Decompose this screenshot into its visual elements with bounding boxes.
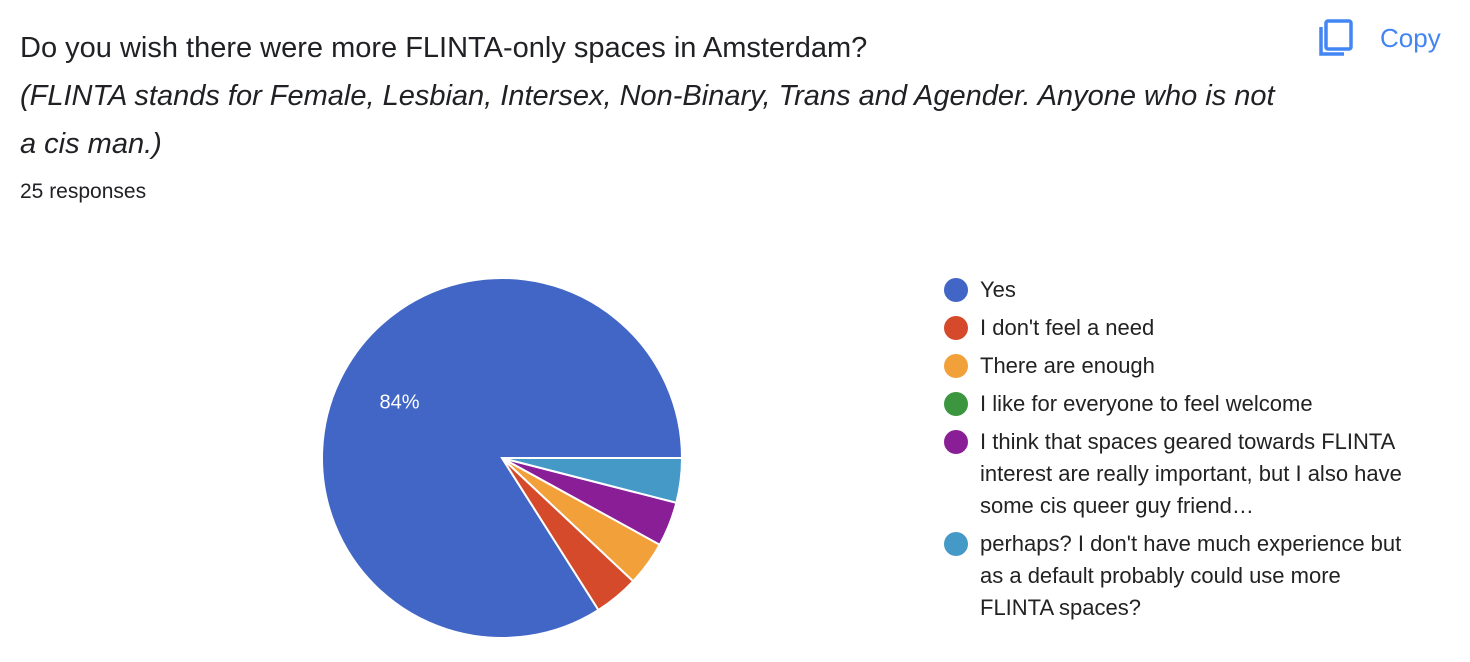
question-text: Do you wish there were more FLINTA-only …	[20, 24, 1280, 168]
legend-item-3[interactable]: I like for everyone to feel welcome	[944, 388, 1424, 420]
legend-item-4[interactable]: I think that spaces geared towards FLINT…	[944, 426, 1424, 522]
legend-swatch-0	[944, 278, 968, 302]
legend-item-5[interactable]: perhaps? I don't have much experience bu…	[944, 528, 1424, 624]
pie-chart: 84%	[321, 277, 684, 639]
pie-slice-5[interactable]	[501, 457, 684, 504]
legend-swatch-4	[944, 430, 968, 454]
legend-item-0[interactable]: Yes	[944, 274, 1424, 306]
question-title: Do you wish there were more FLINTA-only …	[20, 32, 868, 64]
legend-swatch-3	[944, 392, 968, 416]
legend-item-2[interactable]: There are enough	[944, 350, 1424, 382]
pie-slice-0[interactable]	[321, 277, 684, 639]
question-description: (FLINTA stands for Female, Lesbian, Inte…	[20, 80, 1275, 160]
legend-swatch-5	[944, 532, 968, 556]
chart-legend: Yes I don't feel a need There are enough I …	[944, 274, 1424, 630]
response-count: 25 responses	[20, 180, 147, 203]
copy-label: Copy	[1380, 22, 1441, 53]
legend-label-3: I like for everyone to feel welcome	[980, 391, 1313, 416]
legend-label-2: There are enough	[980, 353, 1155, 378]
legend-label-4: I think that spaces geared towards FLINT…	[980, 429, 1402, 518]
legend-swatch-1	[944, 316, 968, 340]
copy-button[interactable]: Copy	[1316, 14, 1441, 62]
legend-label-0: Yes	[980, 277, 1016, 302]
legend-swatch-2	[944, 354, 968, 378]
legend-item-1[interactable]: I don't feel a need	[944, 312, 1424, 344]
legend-label-5: perhaps? I don't have much experience bu…	[980, 531, 1402, 620]
pie-slice-label-0: 84%	[379, 392, 419, 414]
copy-icon	[1319, 19, 1353, 56]
legend-label-1: I don't feel a need	[980, 315, 1155, 340]
